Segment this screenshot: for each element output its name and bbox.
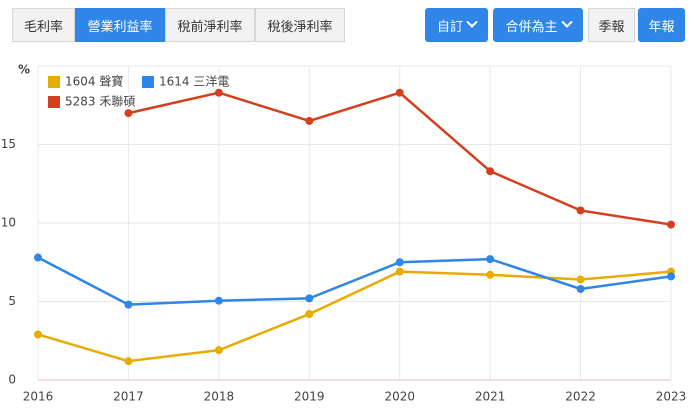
dropdown[interactable]: 自訂	[425, 8, 488, 42]
x-tick-label: 2016	[23, 390, 54, 404]
data-point	[576, 206, 585, 215]
series-line	[37, 256, 672, 306]
x-tick-label: 2017	[113, 390, 144, 404]
legend-label: 1604 聲寶	[65, 74, 123, 89]
button-label: 年報	[648, 19, 675, 35]
x-tick-label: 2021	[475, 390, 506, 404]
legend-swatch	[48, 96, 60, 108]
data-point	[486, 167, 495, 176]
data-point	[576, 284, 585, 293]
data-point	[395, 258, 404, 267]
legend-label: 5283 禾聯碩	[65, 95, 135, 109]
y-axis-label: %	[18, 63, 30, 77]
dropdown[interactable]: 合併為主	[493, 8, 583, 42]
legend-label: 1614 三洋電	[159, 74, 229, 89]
y-tick-label: 0	[8, 373, 16, 387]
period-tab[interactable]: 年報	[638, 8, 685, 42]
x-tick-label: 2023	[656, 390, 687, 404]
y-tick-label: 10	[1, 216, 16, 230]
button-label: 稅前淨利率	[177, 19, 243, 35]
metric-tab[interactable]: 毛利率	[12, 8, 75, 42]
data-point	[214, 296, 223, 305]
metric-tab[interactable]: 稅前淨利率	[165, 8, 255, 42]
y-tick-label: 15	[1, 137, 16, 151]
x-tick-label: 2019	[294, 390, 325, 404]
data-point	[667, 220, 675, 229]
metric-tab[interactable]: 稅後淨利率	[255, 8, 345, 42]
data-point	[34, 253, 42, 262]
data-point	[124, 109, 133, 118]
data-point	[124, 357, 133, 366]
button-label: 季報	[598, 19, 625, 35]
button-label: 自訂	[436, 19, 463, 35]
data-point	[395, 88, 404, 97]
legend-swatch	[142, 76, 154, 88]
button-label: 營業利益率	[87, 19, 153, 35]
period-tab[interactable]: 季報	[588, 8, 635, 42]
data-point	[124, 300, 133, 309]
data-point	[486, 255, 495, 264]
y-tick-label: 5	[8, 294, 16, 308]
x-tick-label: 2020	[384, 390, 415, 404]
data-point	[305, 310, 314, 319]
data-point	[34, 330, 42, 339]
data-point	[395, 267, 404, 276]
data-point	[486, 270, 495, 279]
button-label: 合併為主	[505, 19, 558, 35]
data-point	[305, 116, 314, 125]
button-label: 毛利率	[23, 19, 63, 35]
data-point	[214, 88, 223, 97]
x-tick-label: 2018	[204, 390, 235, 404]
metric-tab[interactable]: 營業利益率	[75, 8, 165, 42]
button-label: 稅後淨利率	[267, 19, 333, 35]
data-point	[667, 272, 675, 281]
data-point	[576, 275, 585, 284]
data-point	[214, 346, 223, 355]
legend-swatch	[48, 76, 60, 88]
series-line	[37, 270, 672, 363]
data-point	[305, 294, 314, 303]
x-tick-label: 2022	[565, 390, 596, 404]
